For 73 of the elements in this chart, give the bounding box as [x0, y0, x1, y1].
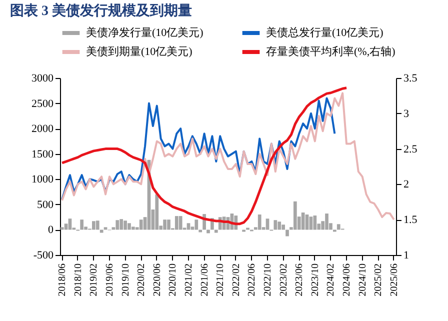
bar	[214, 230, 218, 233]
x-tick-label: 2022/06	[246, 264, 258, 296]
bar	[128, 223, 131, 230]
bar	[313, 216, 317, 230]
y-tick-label: 1000	[32, 174, 54, 186]
bar	[96, 220, 100, 230]
x-tick-label: 2025/02	[373, 264, 384, 296]
y-tick-label: 3000	[32, 72, 54, 84]
y2-tick-label: 1	[404, 250, 409, 262]
bar	[92, 221, 96, 230]
y-tick-label: 0	[48, 224, 54, 236]
line-series	[61, 97, 336, 200]
y-tick-label: -500	[33, 250, 54, 262]
y-tick-label: 2000	[32, 123, 54, 136]
bar	[167, 220, 170, 230]
legend-label: 存量美债平均利率(%,右轴)	[266, 45, 396, 58]
y2-tick-label: 3.5	[404, 72, 418, 84]
bar	[178, 216, 182, 230]
bar	[198, 230, 202, 232]
x-tick-label: 2020/10	[168, 264, 179, 296]
y-tick-label: 500	[37, 198, 54, 211]
bar	[120, 219, 124, 230]
line-series	[61, 92, 395, 221]
bar	[274, 220, 278, 230]
x-tick-label: 2019/06	[104, 264, 116, 296]
x-tick-label: 2020/02	[136, 264, 148, 296]
x-tick-label: 2019/02	[88, 264, 100, 296]
x-tick-label: 2024/02	[326, 264, 337, 296]
x-tick-label: 2020/06	[152, 264, 163, 296]
y2-tick-label: 2	[404, 178, 409, 191]
x-tick-label: 2024/06	[342, 264, 353, 296]
line-series	[60, 86, 348, 226]
chart-title: 图表 3 美债发行规模及到期量	[10, 2, 192, 19]
y-tick-label: 2500	[32, 98, 54, 110]
bar	[116, 220, 120, 230]
x-tick-label: 2025/06	[388, 264, 400, 296]
legend-label: 美债到期量(10亿美元)	[86, 45, 193, 58]
x-tick-label: 2023/10	[310, 264, 321, 296]
x-tick-label: 2021/02	[183, 264, 194, 296]
bar	[282, 224, 285, 230]
x-tick-label: 2021/10	[215, 264, 226, 296]
bar	[258, 214, 262, 230]
bar	[206, 230, 210, 234]
bar	[80, 220, 84, 230]
x-tick-label: 2019/10	[120, 264, 132, 296]
y-tick-label: 1500	[32, 148, 54, 160]
bar	[325, 214, 328, 230]
legend-label: 美债净发行量(10亿美元)	[86, 26, 204, 39]
x-tick-label: 2024/10	[357, 264, 368, 296]
bar	[336, 224, 340, 230]
x-tick-label: 2023/02	[278, 264, 290, 296]
bar	[286, 230, 289, 236]
x-tick-label: 2022/02	[230, 264, 242, 296]
x-tick-label: 2022/10	[262, 264, 274, 296]
y2-tick-label: 1.5	[404, 214, 418, 226]
bar	[60, 227, 64, 230]
bar	[155, 194, 159, 230]
legend-label: 美债总发行量(10亿美元)	[266, 26, 384, 39]
bar	[194, 220, 198, 230]
bar	[163, 220, 166, 230]
bar	[124, 220, 127, 230]
bar	[100, 230, 104, 233]
bar	[293, 201, 297, 230]
bar	[278, 222, 282, 230]
y2-tick-label: 3	[404, 108, 410, 120]
bar	[174, 216, 178, 230]
x-tick-label: 2018/06	[57, 264, 68, 296]
x-tick-label: 2021/06	[199, 264, 210, 296]
bar	[139, 220, 143, 230]
x-tick-label: 2018/10	[72, 264, 84, 296]
y2-tick-label: 2.5	[404, 143, 418, 156]
x-tick-label: 2023/06	[294, 264, 306, 296]
bar	[132, 226, 135, 230]
